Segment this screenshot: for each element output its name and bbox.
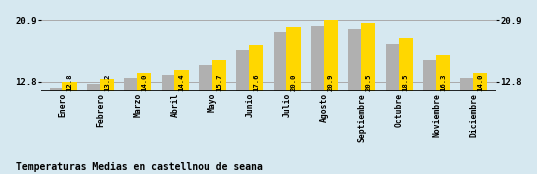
Bar xyxy=(199,65,213,92)
Text: 20.9: 20.9 xyxy=(328,74,334,91)
Bar xyxy=(249,45,263,92)
Bar xyxy=(87,84,101,92)
Bar xyxy=(100,79,114,92)
Bar xyxy=(423,60,437,92)
Bar xyxy=(286,27,301,92)
Text: 17.6: 17.6 xyxy=(253,74,259,91)
Bar xyxy=(62,82,77,92)
Text: 13.2: 13.2 xyxy=(104,74,110,91)
Bar xyxy=(436,55,450,92)
Bar xyxy=(398,38,413,92)
Text: 20.5: 20.5 xyxy=(365,74,371,91)
Text: 16.3: 16.3 xyxy=(440,74,446,91)
Bar xyxy=(175,69,188,92)
Bar xyxy=(162,75,176,92)
Bar xyxy=(386,44,400,92)
Bar xyxy=(137,73,151,92)
Bar xyxy=(324,20,338,92)
Text: 12.8: 12.8 xyxy=(67,74,72,91)
Bar xyxy=(49,88,64,92)
Bar xyxy=(311,26,325,92)
Text: Temperaturas Medias en castellnou de seana: Temperaturas Medias en castellnou de sea… xyxy=(16,162,263,172)
Text: 18.5: 18.5 xyxy=(403,74,409,91)
Bar xyxy=(274,32,288,92)
Bar xyxy=(460,78,475,92)
Text: 14.0: 14.0 xyxy=(141,74,147,91)
Bar xyxy=(349,29,362,92)
Bar xyxy=(473,73,488,92)
Bar xyxy=(236,50,251,92)
Bar xyxy=(212,60,226,92)
Text: 20.0: 20.0 xyxy=(291,74,296,91)
Bar xyxy=(361,23,375,92)
Text: 15.7: 15.7 xyxy=(216,74,222,91)
Text: 14.4: 14.4 xyxy=(178,74,185,91)
Text: 14.0: 14.0 xyxy=(477,74,483,91)
Bar xyxy=(124,78,139,92)
